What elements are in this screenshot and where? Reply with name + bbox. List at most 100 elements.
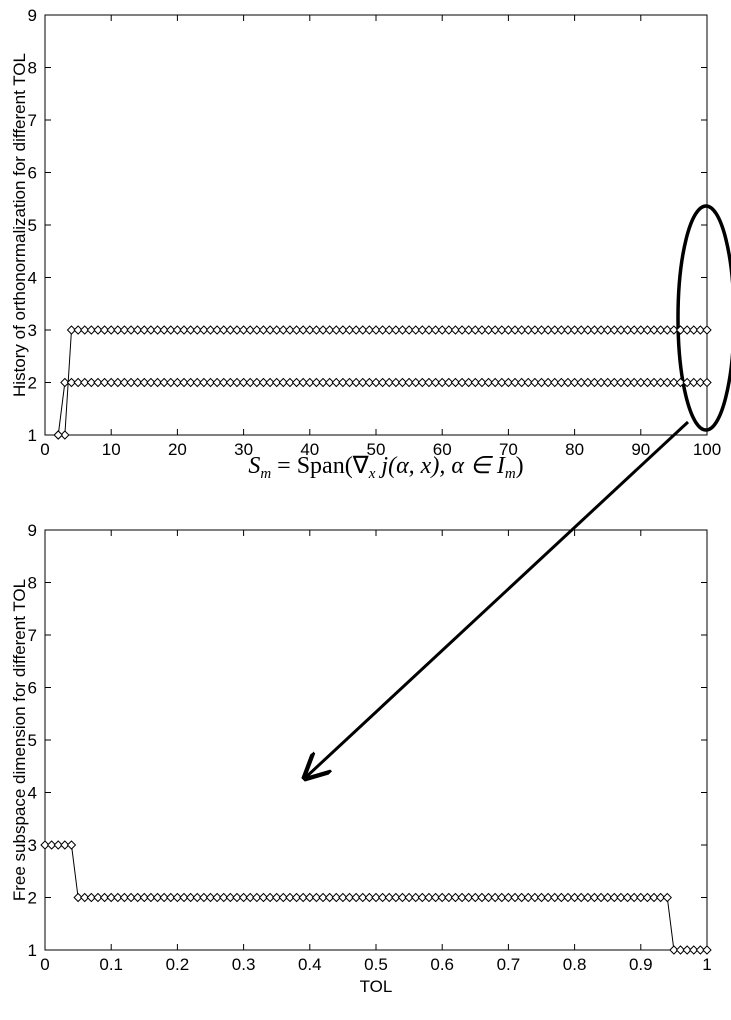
series-line: [57, 382, 707, 436]
data-marker: [73, 325, 83, 335]
data-marker: [576, 377, 586, 388]
data-marker: [126, 325, 136, 335]
data-marker: [583, 325, 593, 335]
data-marker: [271, 325, 282, 335]
data-marker: [291, 892, 302, 903]
data-marker: [265, 377, 275, 388]
data-marker: [616, 892, 626, 903]
data-marker: [106, 377, 116, 388]
data-marker: [470, 377, 481, 388]
data-marker: [53, 840, 63, 850]
data-marker: [212, 377, 222, 388]
x-tick-label: 0.6: [430, 955, 454, 974]
data-marker: [119, 377, 130, 388]
data-marker: [219, 377, 229, 388]
data-marker: [397, 892, 408, 903]
data-marker: [444, 325, 454, 335]
y-tick-label: 1: [28, 426, 37, 445]
data-marker: [583, 377, 593, 388]
data-marker: [602, 892, 613, 903]
data-marker: [450, 377, 461, 388]
data-marker: [225, 377, 236, 388]
data-marker: [689, 325, 699, 335]
data-marker: [523, 325, 533, 335]
data-marker: [397, 325, 408, 335]
data-marker: [655, 892, 666, 903]
data-marker: [93, 892, 103, 903]
data-marker: [152, 377, 163, 388]
data-marker: [543, 892, 553, 903]
data-marker: [649, 892, 659, 903]
data-marker: [318, 892, 328, 903]
data-marker: [622, 892, 633, 903]
y-tick-label: 9: [28, 521, 37, 540]
data-marker: [616, 377, 626, 388]
data-marker: [596, 377, 606, 388]
data-marker: [662, 377, 672, 388]
data-marker: [60, 430, 70, 440]
data-marker: [172, 325, 183, 335]
y-tick-label: 5: [28, 216, 37, 235]
y-tick-label: 7: [28, 626, 37, 645]
data-marker: [324, 377, 335, 388]
data-marker: [113, 325, 123, 335]
data-marker: [430, 377, 441, 388]
data-marker: [285, 377, 295, 388]
data-marker: [649, 325, 659, 335]
y-tick-label: 5: [28, 731, 37, 750]
data-marker: [702, 325, 712, 335]
data-marker: [258, 377, 269, 388]
data-marker: [324, 325, 335, 335]
data-marker: [172, 892, 183, 903]
data-marker: [536, 377, 547, 388]
data-marker: [642, 892, 653, 903]
data-marker: [576, 325, 586, 335]
data-marker: [192, 325, 202, 335]
y-tick-label: 8: [28, 574, 37, 593]
data-marker: [152, 325, 163, 335]
data-marker: [556, 377, 567, 388]
x-tick-label: 0: [40, 440, 49, 459]
data-marker: [305, 325, 315, 335]
data-marker: [271, 377, 282, 388]
data-marker: [609, 892, 620, 903]
data-marker: [424, 377, 434, 388]
data-marker: [702, 945, 712, 955]
data-marker: [238, 892, 249, 903]
data-marker: [503, 892, 514, 903]
data-marker: [232, 325, 242, 335]
data-marker: [331, 892, 341, 903]
y-tick-label: 4: [28, 784, 37, 803]
data-marker: [662, 325, 672, 335]
data-marker: [404, 377, 414, 388]
formula-annotation: Sm = Span(∇x j(α, x), α ∈ Im): [248, 453, 523, 482]
y-tick-label: 4: [28, 269, 37, 288]
data-marker: [470, 325, 481, 335]
data-marker: [550, 325, 560, 335]
data-marker: [305, 377, 315, 388]
data-marker: [530, 892, 540, 903]
data-marker: [245, 892, 255, 903]
data-marker: [119, 325, 130, 335]
data-marker: [185, 892, 196, 903]
data-marker: [132, 325, 143, 335]
data-marker: [596, 892, 606, 903]
data-marker: [324, 892, 335, 903]
data-marker: [497, 892, 507, 903]
data-marker: [417, 377, 428, 388]
data-marker: [563, 892, 573, 903]
data-marker: [411, 377, 421, 388]
data-marker: [695, 377, 706, 388]
data-marker: [629, 377, 639, 388]
data-marker: [523, 892, 533, 903]
data-marker: [589, 325, 600, 335]
data-marker: [636, 892, 646, 903]
data-marker: [199, 892, 209, 903]
data-marker: [477, 325, 487, 335]
data-marker: [417, 892, 428, 903]
data-marker: [278, 377, 289, 388]
data-marker: [490, 892, 500, 903]
data-marker: [516, 377, 527, 388]
data-marker: [516, 325, 527, 335]
data-marker: [278, 325, 289, 335]
